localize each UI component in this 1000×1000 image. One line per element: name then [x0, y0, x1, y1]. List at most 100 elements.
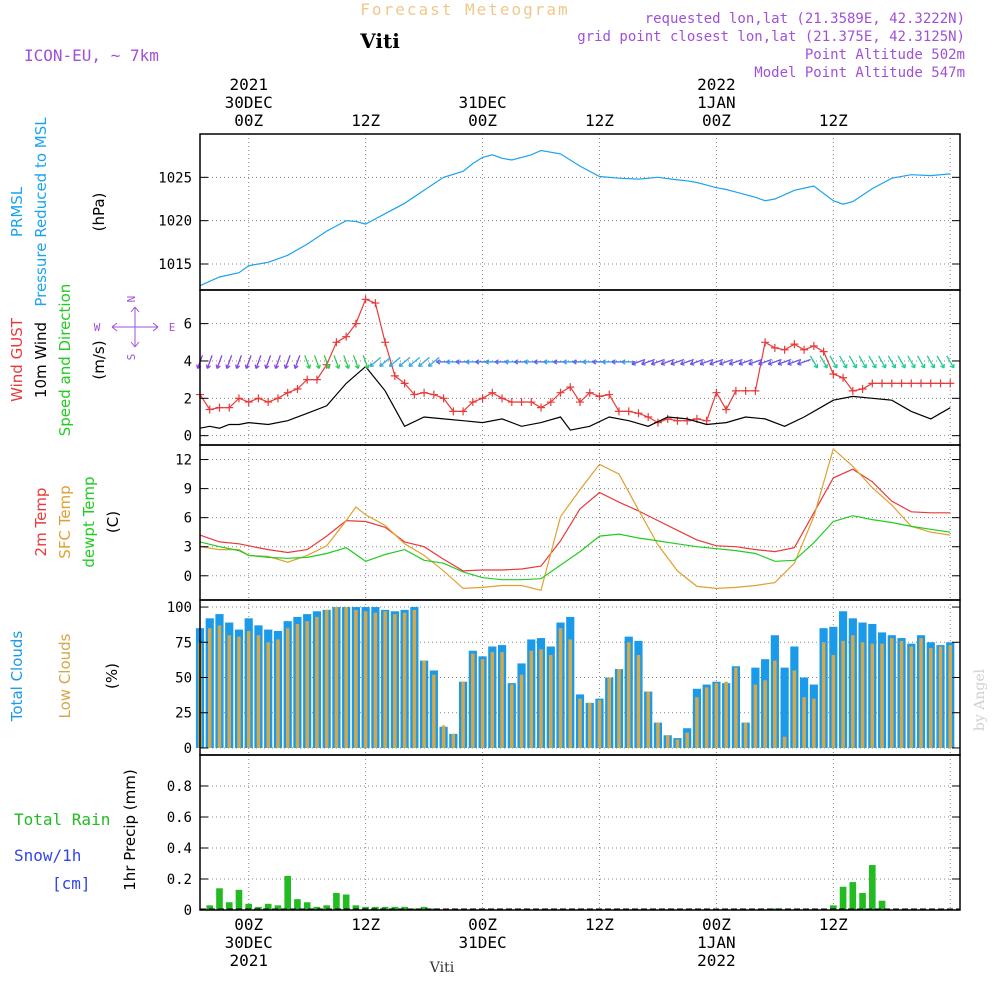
low-cloud-bar [558, 628, 563, 748]
panel-label: (m/s) [90, 340, 108, 379]
top-time-label: 12Z [819, 111, 848, 130]
wind-arrow-head [315, 364, 321, 369]
low-cloud-bar [734, 667, 738, 748]
panel-label: dewpt Temp [80, 476, 98, 567]
wind-arrow-head [254, 364, 260, 369]
gust-point [751, 386, 760, 395]
wind-arrow-head [930, 363, 936, 369]
gust-point [332, 338, 341, 347]
rain-bar [771, 908, 779, 910]
rain-bar [391, 906, 399, 910]
rain-bar [313, 906, 321, 910]
meteogram-title: Forecast Meteogram [360, 0, 569, 19]
location-name: Viti [359, 29, 400, 53]
wind-direction-arrow [255, 355, 262, 369]
wind-arrow-head [777, 360, 783, 366]
low-cloud-bar [383, 611, 387, 748]
wind-arrow-head [832, 363, 838, 369]
bottom-time-label: 12Z [351, 915, 380, 934]
wind-direction-arrow [768, 358, 782, 365]
wind-arrow-head [465, 359, 470, 365]
wind-arrow-head [215, 364, 221, 369]
rain-bar [333, 892, 340, 910]
gust-point [459, 407, 468, 416]
gust-point [576, 398, 584, 407]
gust-point [225, 403, 234, 412]
low-cloud-bar [305, 621, 309, 748]
rain-bar [401, 906, 408, 910]
wind-arrow-head [709, 360, 714, 366]
low-cloud-bar [597, 700, 602, 748]
low-cloud-bar [246, 631, 251, 748]
low-cloud-bar [646, 691, 650, 748]
gust-point [946, 379, 955, 388]
gust-point [361, 295, 370, 304]
wind-arrow-head [813, 363, 819, 369]
wind-arrow-head [494, 359, 499, 365]
rain-bar [849, 882, 857, 910]
gust-point [624, 407, 633, 416]
wind-arrow-head [562, 359, 567, 365]
gust-point [829, 370, 838, 379]
wind-arrow-head [871, 363, 877, 369]
low-cloud-bar [890, 638, 894, 748]
gust-point [907, 379, 916, 388]
panel-label: (%) [103, 663, 121, 689]
wind-arrow-head [910, 363, 916, 369]
low-cloud-bar [821, 642, 826, 748]
rain-legend: Total Rain [14, 810, 110, 829]
gust-point [381, 338, 390, 347]
wind-arrow-head [445, 359, 451, 365]
wind-direction-arrow [398, 356, 411, 367]
gust-point [683, 416, 692, 425]
gust-point [351, 319, 360, 328]
rain-bar [284, 875, 292, 910]
y-tick-label: 0 [184, 903, 192, 919]
wind-arrow-head [862, 363, 867, 369]
wind-arrow-head [680, 360, 685, 366]
wind-arrow-head [641, 360, 646, 366]
gust-point [400, 379, 409, 388]
bottom-time-label: 30DEC [225, 933, 273, 952]
y-tick-label: 0 [184, 569, 192, 585]
gust-point [439, 394, 448, 403]
wind-direction-arrow [631, 358, 646, 365]
bottom-time-label: 00Z [234, 915, 263, 934]
wind-direction-arrow [389, 356, 401, 367]
gust-point [273, 394, 282, 403]
rain-bar [839, 886, 847, 910]
rain-bar [868, 865, 876, 910]
y-tick-label: 2 [184, 391, 192, 407]
wind-direction-arrow [829, 355, 838, 369]
low-cloud-bar [714, 683, 719, 748]
wind-direction-arrow [839, 355, 848, 369]
wind-direction-arrow [333, 355, 340, 369]
top-time-label: 30DEC [225, 93, 273, 112]
gust-point [858, 384, 867, 393]
bottom-time-label: 1JAN [697, 933, 736, 952]
wind-arrow-head [427, 362, 433, 368]
gust-point [605, 390, 614, 399]
y-tick-label: 0.8 [167, 779, 192, 795]
wind-direction-arrow [719, 358, 733, 365]
snow-unit-legend: [cm] [52, 874, 91, 893]
low-cloud-bar [578, 698, 582, 748]
gust-point [868, 379, 877, 388]
top-time-label: 00Z [234, 111, 263, 130]
low-cloud-bar [422, 660, 426, 748]
gust-point [566, 383, 575, 392]
wind-arrow-head [797, 360, 802, 366]
gust-point [537, 403, 546, 412]
requested-coordinates: requested lon,lat (21.3589E, 42.3222N) [645, 11, 965, 27]
total-cloud-bar [780, 667, 789, 748]
gust-point [410, 390, 419, 399]
rain-bar [235, 889, 243, 910]
snow-legend: Snow/1h [14, 846, 81, 865]
wind-arrow-head [881, 363, 887, 369]
gust-point [761, 338, 770, 347]
wind-arrow-head [901, 363, 906, 369]
low-cloud-bar [782, 736, 787, 748]
bottom-time-label: 00Z [468, 915, 497, 934]
rain-bar [216, 888, 223, 910]
